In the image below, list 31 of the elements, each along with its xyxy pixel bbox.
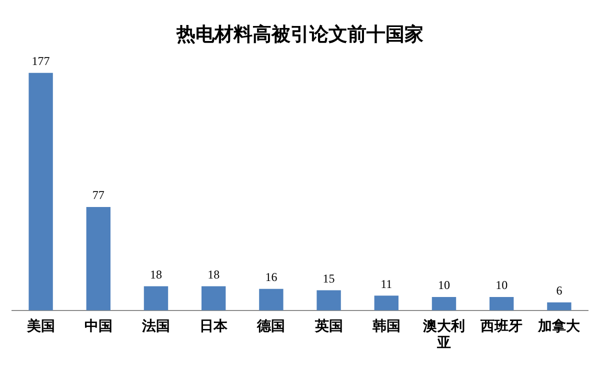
bar — [144, 286, 168, 310]
x-tick-label: 英国 — [314, 318, 343, 334]
data-label: 77 — [92, 188, 104, 202]
x-tick-label: 日本 — [200, 318, 229, 334]
x-tick-label: 德国 — [256, 318, 286, 334]
data-label: 18 — [208, 267, 220, 282]
data-label: 18 — [150, 267, 162, 282]
data-label: 6 — [556, 284, 562, 298]
bar — [490, 296, 514, 310]
bar — [28, 72, 53, 310]
data-label: 11 — [380, 276, 392, 291]
data-label: 10 — [496, 278, 508, 292]
bar — [432, 296, 456, 310]
x-tick-label: 澳大利亚 — [422, 318, 465, 352]
data-label: 177 — [32, 54, 50, 68]
x-tick-label: 西班牙 — [480, 318, 523, 334]
bar — [202, 286, 226, 310]
bar — [374, 296, 398, 310]
x-tick-label: 加拿大 — [537, 318, 582, 334]
bar — [547, 302, 572, 310]
bar — [86, 207, 110, 310]
data-label: 15 — [322, 271, 335, 286]
x-tick-label: 美国 — [26, 317, 55, 334]
data-label: 16 — [265, 270, 278, 284]
bar — [316, 290, 341, 310]
chart-title: 热电材料高被引论文前十国家 — [176, 23, 424, 46]
data-label: 10 — [438, 278, 450, 292]
x-tick-label: 法国 — [141, 318, 170, 334]
x-tick-label: 中国 — [84, 318, 112, 334]
x-tick-label: 韩国 — [371, 318, 400, 334]
bar — [259, 288, 284, 310]
